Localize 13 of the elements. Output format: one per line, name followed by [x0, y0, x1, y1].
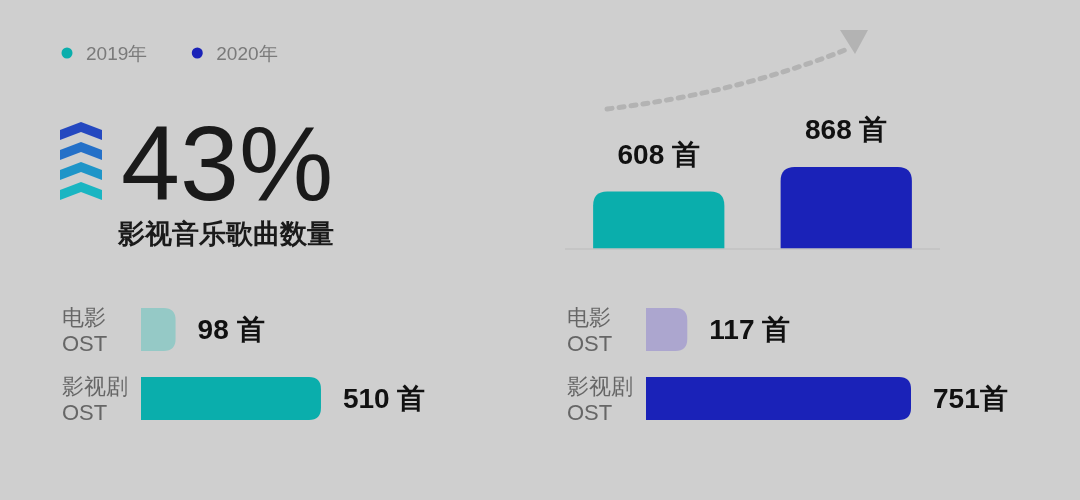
y-tick-label: 影视剧 OST — [567, 373, 633, 424]
y-tick-label: 影视剧 OST — [62, 373, 128, 424]
y-tick-label: 电影 OST — [567, 304, 613, 355]
data-label: 98 首 — [197, 314, 265, 345]
legend-label: 2019年 — [86, 42, 148, 64]
y-tick-label: 电影 OST — [62, 304, 108, 355]
data-label: 608 首 — [617, 138, 700, 170]
data-label: 868 首 — [805, 114, 888, 145]
text: 影视音乐歌曲数量 — [117, 219, 334, 249]
data-label: 510 首 — [342, 383, 426, 414]
legend-label: 2020年 — [216, 42, 278, 64]
data-label: 751首 — [933, 383, 1008, 414]
data-label: 117 首 — [709, 314, 791, 345]
